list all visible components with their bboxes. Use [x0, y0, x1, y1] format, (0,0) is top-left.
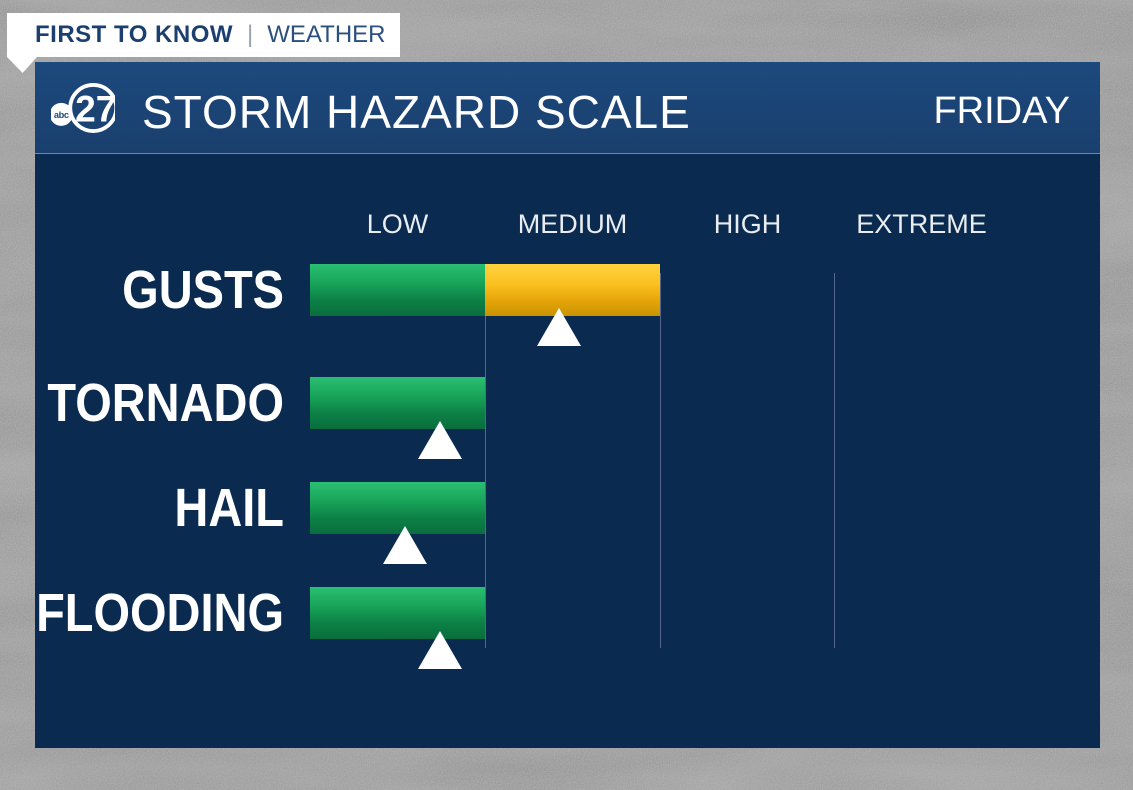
svg-text:abc: abc: [54, 110, 69, 120]
svg-text:27: 27: [75, 87, 115, 129]
